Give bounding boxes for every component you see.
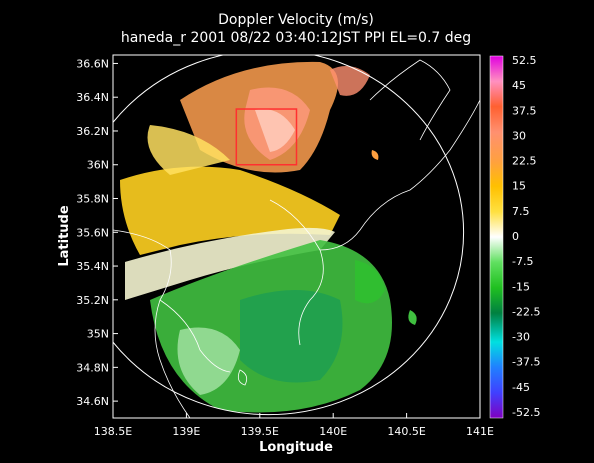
y-tick-label: 35N xyxy=(87,328,109,341)
colorbar-label: -22.5 xyxy=(512,305,540,318)
colorbar-label: 7.5 xyxy=(512,205,530,218)
x-tick-label: 139.5E xyxy=(241,425,279,438)
y-tick-label: 36.4N xyxy=(76,91,109,104)
colorbar-label: -52.5 xyxy=(512,406,540,419)
y-tick-label: 35.8N xyxy=(76,193,109,206)
y-axis-ticks: 34.6N 34.8N 35N 35.2N 35.4N 35.6N 35.8N 36N 36.2… xyxy=(76,57,118,408)
colorbar-label: -37.5 xyxy=(512,356,540,369)
y-tick-label: 35.6N xyxy=(76,226,109,239)
y-tick-label: 35.4N xyxy=(76,260,109,273)
x-tick-label: 141E xyxy=(466,425,494,438)
y-axis-label: Latitude xyxy=(57,205,72,267)
plot-frame xyxy=(112,54,481,419)
colorbar xyxy=(489,55,504,419)
radar-range-ring xyxy=(113,55,465,416)
y-tick-label: 36.6N xyxy=(76,57,109,70)
colorbar-label: -15 xyxy=(512,280,530,293)
y-tick-label: 36.2N xyxy=(76,125,109,138)
x-tick-label: 139E xyxy=(172,425,200,438)
x-tick-label: 140.5E xyxy=(387,425,425,438)
y-tick-label: 34.8N xyxy=(76,361,109,374)
colorbar-label: 30 xyxy=(512,129,526,142)
y-tick-label: 34.6N xyxy=(76,395,109,408)
y-tick-label: 35.2N xyxy=(76,294,109,307)
colorbar-label: -30 xyxy=(512,331,530,344)
colorbar-label: -7.5 xyxy=(512,255,533,268)
colorbar-label: 37.5 xyxy=(512,104,537,117)
radar-echo-field xyxy=(120,61,417,413)
x-axis-ticks: 138.5E 139E 139.5E 140E 140.5E 141E xyxy=(94,413,494,438)
chart-title-line2: haneda_r 2001 08/22 03:40:12JST PPI EL=0… xyxy=(121,30,471,46)
highlight-box xyxy=(235,108,298,166)
x-axis-label: Longitude xyxy=(259,440,333,455)
colorbar-labels: 52.5 45 37.5 30 22.5 15 7.5 0 -7.5 -15 -22.5 -30 -37… xyxy=(512,54,540,419)
x-tick-label: 138.5E xyxy=(94,425,132,438)
colorbar-label: -45 xyxy=(512,381,530,394)
x-tick-label: 140E xyxy=(319,425,347,438)
colorbar-label: 22.5 xyxy=(512,155,537,168)
coastline xyxy=(113,59,480,418)
colorbar-label: 0 xyxy=(512,230,519,243)
y-tick-label: 36N xyxy=(87,159,109,172)
colorbar-label: 45 xyxy=(512,79,526,92)
chart-title-line1: Doppler Velocity (m/s) xyxy=(218,12,374,28)
colorbar-label: 52.5 xyxy=(512,54,537,67)
colorbar-label: 15 xyxy=(512,180,526,193)
